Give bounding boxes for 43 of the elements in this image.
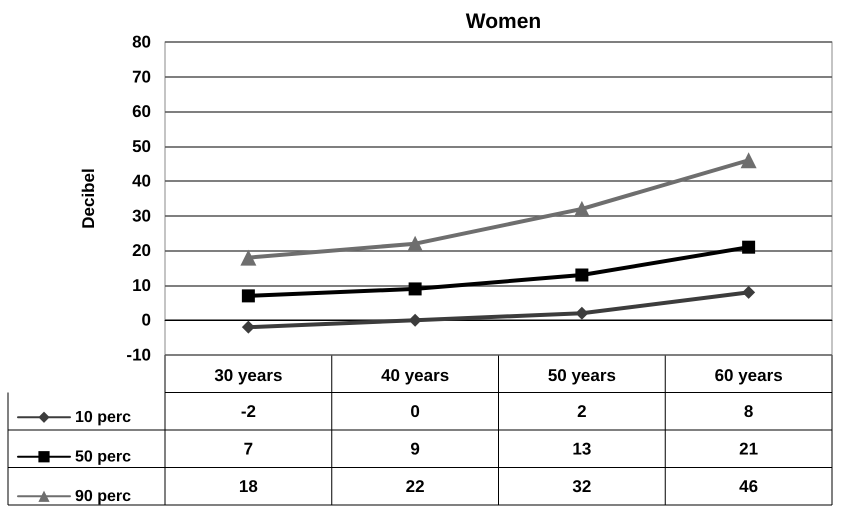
point [742, 286, 756, 299]
y-tick-label: 40 [132, 172, 151, 191]
y-tick-label: 80 [132, 32, 151, 52]
data-label: 32 [572, 476, 592, 496]
chart-title: Women [466, 10, 542, 33]
y-tick-label: 30 [132, 206, 151, 226]
y-tick-label: 70 [132, 67, 151, 86]
y-tick-label: 60 [132, 102, 151, 122]
data-label: 2 [577, 402, 587, 421]
point [575, 306, 588, 320]
data-label: 18 [238, 476, 258, 496]
point [574, 200, 590, 217]
point [575, 268, 588, 282]
point [740, 152, 757, 168]
point [242, 320, 255, 334]
y-axis-title: Decibel [79, 168, 98, 229]
x-tick-label: 30 years [214, 366, 282, 385]
legend-label: 50 perc [75, 448, 132, 466]
x-tick-label: 50 years [548, 366, 616, 385]
data-label: 22 [406, 476, 425, 496]
point [408, 314, 422, 327]
data-label: 21 [739, 439, 758, 458]
legend-label: 10 perc [75, 408, 132, 426]
point [742, 240, 756, 254]
data-label: 8 [744, 402, 754, 421]
legend-label: 90 perc [75, 488, 132, 505]
y-tick-label: -10 [126, 346, 151, 364]
data-label: 7 [244, 439, 254, 458]
y-tick-label: 50 [132, 136, 151, 156]
y-tick-label: 20 [132, 241, 151, 260]
y-tick-label: 10 [132, 276, 151, 295]
point [242, 289, 255, 302]
data-label: -2 [240, 402, 256, 421]
point [407, 236, 424, 252]
point [408, 282, 422, 296]
data-label: 46 [739, 476, 758, 496]
y-tick-label: 0 [142, 310, 151, 330]
data-label: 0 [410, 402, 420, 421]
x-tick-label: 60 years [714, 366, 783, 385]
x-tick-label: 40 years [381, 366, 450, 385]
point [240, 250, 256, 266]
data-label: 9 [410, 439, 420, 458]
data-label: 13 [572, 439, 592, 458]
